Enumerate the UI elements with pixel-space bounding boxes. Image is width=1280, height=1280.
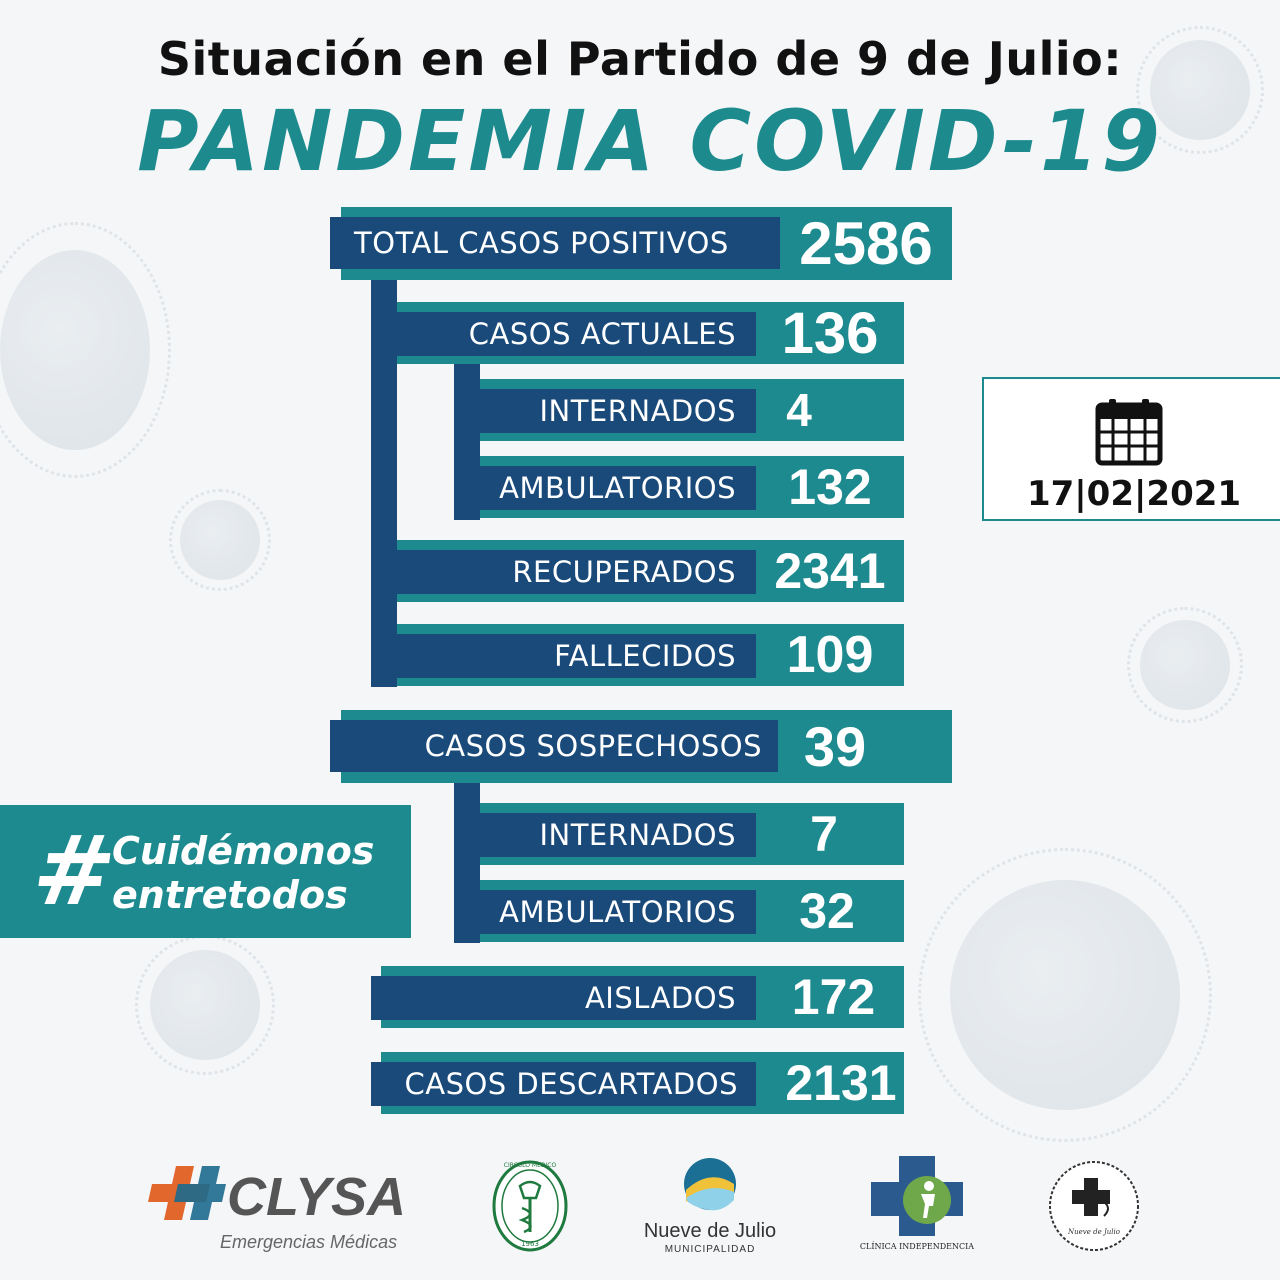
stat-value-fallecidos: 109: [786, 626, 874, 684]
virus-decoration: [168, 488, 272, 592]
title-line2: PANDEMIA COVID-19: [137, 92, 1163, 190]
hashtag-symbol: #: [26, 815, 123, 927]
partner-seal-text: Nueve de Julio: [1068, 1228, 1120, 1236]
stat-value-descartados: 2131: [785, 1055, 897, 1111]
nueve-de-julio-name: Nueve de Julio: [643, 1220, 777, 1242]
stat-value-sospechosos: 39: [803, 715, 867, 778]
stat-label-sospechosos-ambulatorios: AMBULATORIOS: [480, 890, 756, 934]
stat-label-aislados: AISLADOS: [371, 976, 756, 1020]
partner-seal-emblem: [1049, 1161, 1139, 1251]
clysa-logo: CLYSA Emergencias Médicas: [132, 1160, 422, 1260]
stat-label-recuperados: RECUPERADOS: [397, 550, 756, 594]
virus-decoration: [917, 847, 1213, 1143]
nueve-de-julio-emblem: [684, 1158, 736, 1211]
last-partner-logo: Nueve de Julio: [1046, 1158, 1142, 1258]
stat-value-sospechosos-ambulatorios: 32: [799, 883, 855, 939]
connector-positivos: [371, 270, 397, 687]
hashtag-line2: entretodos: [112, 873, 348, 917]
date-text: 17|02|2021: [1026, 474, 1242, 514]
clysa-subtitle: Emergencias Médicas: [220, 1232, 398, 1252]
virus-decoration: [1136, 26, 1264, 154]
stat-label-total: TOTAL CASOS POSITIVOS: [330, 217, 780, 269]
nueve-de-julio-subtitle: MUNICIPALIDAD: [664, 1244, 756, 1255]
connector-sospechosos: [454, 775, 480, 943]
circulo-medico-year: 1963: [521, 1240, 539, 1248]
virus-decoration: [0, 222, 171, 478]
title-line1: Situación en el Partido de 9 de Julio:: [157, 32, 1123, 86]
stat-value-sospechosos-internados: 7: [810, 806, 838, 862]
stat-value-actuales-internados: 4: [786, 384, 812, 436]
stat-label-sospechosos: CASOS SOSPECHOSOS: [330, 720, 778, 772]
stat-value-actuales: 136: [781, 300, 879, 366]
stat-label-sospechosos-internados: INTERNADOS: [480, 813, 756, 857]
virus-decoration: [134, 934, 276, 1076]
medical-cross-icon: [148, 1166, 226, 1220]
stat-label-fallecidos: FALLECIDOS: [397, 634, 756, 678]
clysa-name: CLYSA: [227, 1167, 407, 1227]
connector-actuales: [454, 360, 480, 520]
circulo-medico-text: CIRCULO MEDICO: [503, 1162, 557, 1169]
hashtag-banner: # Cuidémonos entretodos: [0, 805, 411, 938]
stat-value-actuales-ambulatorios: 132: [788, 459, 872, 515]
stat-value-recuperados: 2341: [774, 543, 886, 599]
calendar-icon: [1095, 399, 1163, 466]
clinica-independencia-logo: CLÍNICA INDEPENDENCIA: [852, 1154, 982, 1258]
stat-label-descartados: CASOS DESCARTADOS: [371, 1062, 756, 1106]
stat-value-total: 2586: [799, 210, 933, 277]
virus-decoration: [1127, 607, 1243, 723]
nueve-de-julio-logo: Nueve de Julio MUNICIPALIDAD: [630, 1156, 790, 1260]
clinica-name: CLÍNICA INDEPENDENCIA: [859, 1242, 975, 1251]
stat-value-aislados: 172: [791, 969, 876, 1025]
circulo-medico-emblem: [492, 1160, 568, 1252]
clinica-cross-icon: [871, 1156, 963, 1236]
date-box: 17|02|2021: [982, 377, 1280, 521]
stat-label-actuales: CASOS ACTUALES: [397, 312, 756, 356]
hashtag-line1: Cuidémonos: [112, 829, 375, 873]
stat-label-actuales-ambulatorios: AMBULATORIOS: [480, 466, 756, 510]
circulo-medico-logo: CIRCULO MEDICO 1963: [490, 1158, 570, 1258]
stat-label-actuales-internados: INTERNADOS: [480, 389, 756, 433]
